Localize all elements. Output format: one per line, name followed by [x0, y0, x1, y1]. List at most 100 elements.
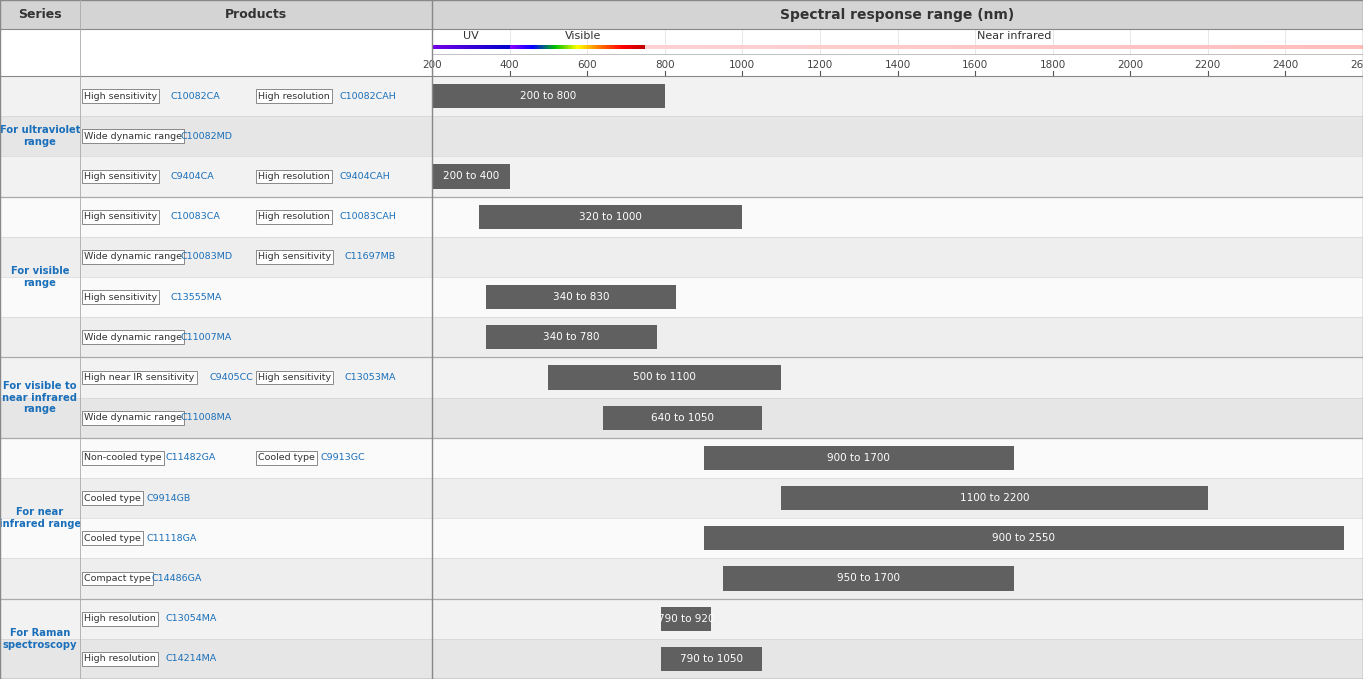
Bar: [1062, 45, 1066, 49]
Bar: [703, 446, 1014, 470]
Bar: [0, 599, 432, 639]
Text: C9914GB: C9914GB: [147, 494, 191, 502]
Bar: [761, 45, 765, 49]
Text: 1100 to 2200: 1100 to 2200: [960, 493, 1029, 503]
Text: C13054MA: C13054MA: [166, 614, 217, 623]
Bar: [1163, 45, 1167, 49]
Bar: [432, 164, 510, 189]
Text: 340 to 780: 340 to 780: [544, 332, 600, 342]
Text: 640 to 1050: 640 to 1050: [650, 413, 714, 422]
Bar: [1167, 45, 1172, 49]
Bar: [812, 45, 818, 49]
Bar: [1090, 45, 1094, 49]
Text: Spectral response range (nm): Spectral response range (nm): [781, 7, 1014, 22]
Text: High resolution: High resolution: [258, 212, 330, 221]
Text: Cooled type: Cooled type: [85, 494, 140, 502]
Text: 950 to 1700: 950 to 1700: [837, 574, 900, 583]
Text: C13555MA: C13555MA: [170, 293, 222, 301]
Text: High resolution: High resolution: [85, 614, 155, 623]
Text: 1200: 1200: [807, 60, 833, 70]
Bar: [703, 45, 707, 49]
Text: C10082MD: C10082MD: [180, 132, 233, 141]
Bar: [1224, 45, 1229, 49]
Bar: [1109, 45, 1114, 49]
Bar: [1182, 45, 1186, 49]
Bar: [1353, 45, 1358, 49]
Text: C11007MA: C11007MA: [180, 333, 232, 342]
Bar: [432, 599, 1363, 639]
Bar: [822, 45, 827, 49]
Text: High sensitivity: High sensitivity: [85, 172, 157, 181]
Bar: [432, 639, 1363, 679]
Text: C14486GA: C14486GA: [151, 574, 202, 583]
Bar: [1277, 45, 1281, 49]
Text: Cooled type: Cooled type: [258, 454, 315, 462]
Bar: [675, 45, 679, 49]
Bar: [0, 76, 432, 116]
Bar: [432, 518, 1363, 558]
Text: For visible
range: For visible range: [11, 266, 70, 288]
Bar: [870, 45, 875, 49]
Text: C9404CAH: C9404CAH: [339, 172, 391, 181]
Bar: [970, 45, 976, 49]
Text: Compact type: Compact type: [85, 574, 151, 583]
Bar: [1157, 45, 1163, 49]
Bar: [1201, 45, 1205, 49]
Bar: [1325, 45, 1329, 49]
Bar: [665, 45, 669, 49]
Bar: [432, 29, 1363, 54]
Text: For Raman
spectroscopy: For Raman spectroscopy: [3, 628, 78, 650]
Bar: [1176, 45, 1182, 49]
Bar: [851, 45, 856, 49]
Bar: [1071, 45, 1075, 49]
Bar: [1268, 45, 1272, 49]
Text: C10082CAH: C10082CAH: [339, 92, 397, 100]
Text: High sensitivity: High sensitivity: [85, 293, 157, 301]
Bar: [694, 45, 698, 49]
Bar: [0, 518, 432, 558]
Text: C13053MA: C13053MA: [345, 373, 397, 382]
Bar: [780, 45, 784, 49]
Bar: [661, 606, 711, 631]
Bar: [432, 478, 1363, 518]
Bar: [856, 45, 860, 49]
Bar: [860, 45, 866, 49]
Bar: [1195, 45, 1201, 49]
Bar: [1024, 45, 1028, 49]
Bar: [0, 29, 432, 54]
Bar: [1315, 45, 1319, 49]
Bar: [1310, 45, 1315, 49]
Bar: [985, 45, 990, 49]
Text: Wide dynamic range: Wide dynamic range: [85, 253, 183, 261]
Bar: [1306, 45, 1310, 49]
Text: C14214MA: C14214MA: [166, 655, 217, 663]
Bar: [1144, 45, 1148, 49]
Text: 1600: 1600: [962, 60, 988, 70]
Text: UV: UV: [463, 31, 478, 41]
Bar: [0, 357, 432, 398]
Text: 1800: 1800: [1040, 60, 1066, 70]
Bar: [1243, 45, 1249, 49]
Text: For ultraviolet
range: For ultraviolet range: [0, 126, 80, 147]
Bar: [885, 45, 889, 49]
Bar: [1348, 45, 1353, 49]
Bar: [0, 116, 432, 156]
Bar: [1329, 45, 1334, 49]
Bar: [703, 526, 1344, 551]
Bar: [0, 478, 432, 518]
Bar: [765, 45, 770, 49]
Bar: [1134, 45, 1138, 49]
Bar: [1129, 45, 1134, 49]
Bar: [602, 405, 762, 430]
Bar: [1153, 45, 1157, 49]
Bar: [650, 45, 656, 49]
Bar: [1234, 45, 1239, 49]
Text: High sensitivity: High sensitivity: [258, 253, 331, 261]
Bar: [1148, 45, 1153, 49]
Bar: [1319, 45, 1325, 49]
Bar: [1014, 45, 1018, 49]
Bar: [789, 45, 793, 49]
Bar: [1300, 45, 1306, 49]
Bar: [688, 45, 694, 49]
Bar: [713, 45, 717, 49]
